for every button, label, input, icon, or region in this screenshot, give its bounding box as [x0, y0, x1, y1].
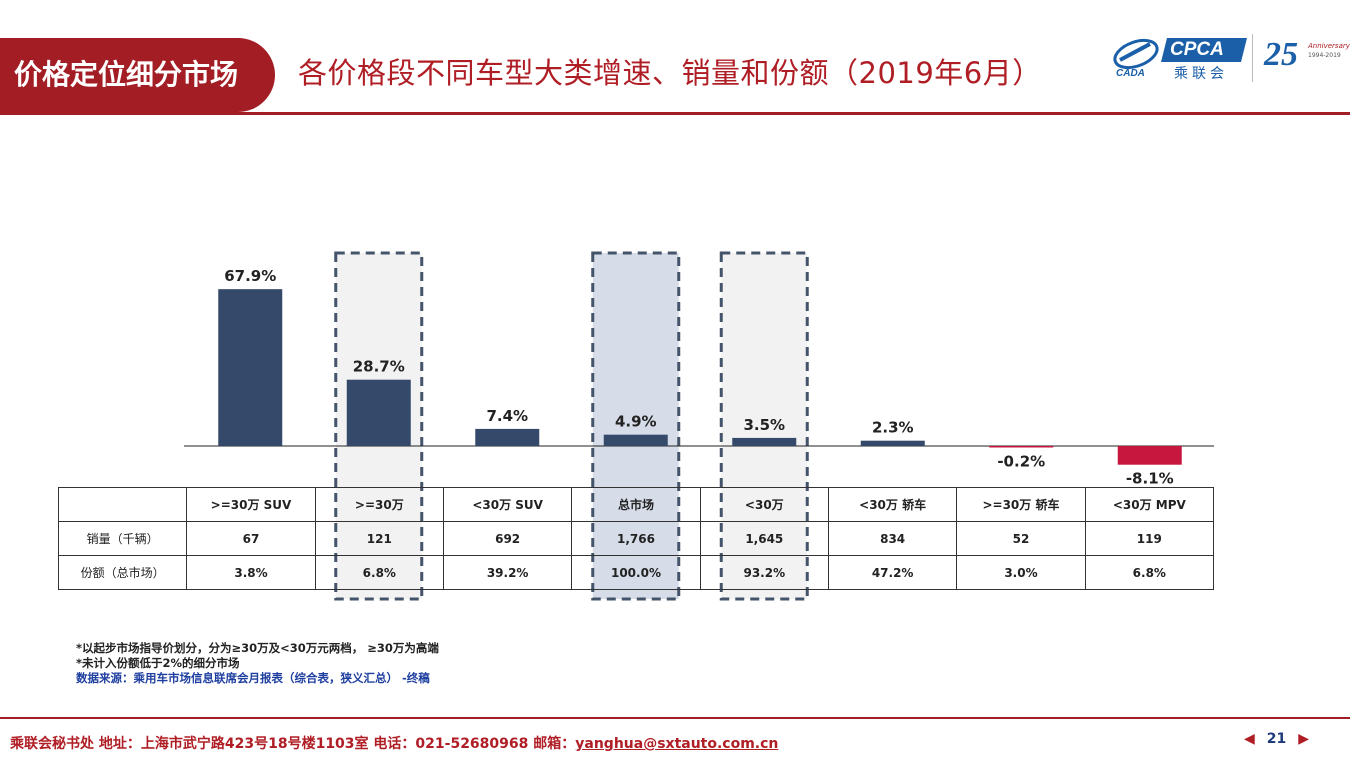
- table-cell: 6.8%: [1084, 555, 1215, 590]
- footer-divider: [0, 717, 1350, 719]
- anniversary-number: 25: [1264, 36, 1298, 73]
- table-cell: 1,766: [571, 521, 701, 556]
- bar: [475, 428, 540, 446]
- bar: [218, 289, 283, 446]
- table-header-row: >=30万 SUV >=30万 <30万 SUV 总市场 <30万 <30万 轿…: [57, 487, 1215, 522]
- data-source: 数据来源：乘用车市场信息联席会月报表（综合表，狭义汇总） -终稿: [76, 671, 430, 685]
- next-page-icon[interactable]: ▶: [1298, 731, 1310, 747]
- cpca-logo-sub: 乘联会: [1174, 66, 1228, 82]
- bar: [989, 446, 1054, 448]
- bar-value-label: -0.2%: [997, 453, 1045, 471]
- header-divider: [0, 112, 1350, 115]
- bar: [1117, 446, 1182, 465]
- table-cell: 1,645: [699, 521, 829, 556]
- table-row-sales: 销量（千辆） 67 121 692 1,766 1,645 834 52 119: [57, 521, 1215, 556]
- footer-contact: 乘联会秘书处 地址：上海市武宁路423号18号楼1103室 电话：021-526…: [10, 733, 778, 753]
- table-header-cell: <30万 轿车: [827, 487, 958, 522]
- footnote-price-split: *以起步市场指导价划分，分为≥30万及<30万元两档， ≥30万为高端: [76, 641, 439, 655]
- table-cell: 692: [442, 521, 573, 556]
- bar-value-label: 67.9%: [224, 267, 276, 285]
- bar-value-label: -8.1%: [1126, 470, 1174, 488]
- bar: [860, 440, 925, 446]
- table-cell: 834: [827, 521, 958, 556]
- table-row-label: 份额（总市场）: [57, 555, 188, 590]
- table-cell: 100.0%: [571, 555, 701, 590]
- table-cell: 3.0%: [956, 555, 1086, 590]
- table-header-cell: <30万: [699, 487, 829, 522]
- page-title: 各价格段不同车型大类增速、销量和份额（2019年6月）: [298, 56, 1042, 90]
- bar-value-label: 2.3%: [872, 419, 914, 437]
- footer-address: 乘联会秘书处 地址：上海市武宁路423号18号楼1103室 电话：021-526…: [10, 736, 576, 752]
- bar-value-label: 7.4%: [486, 407, 528, 425]
- bar: [732, 437, 797, 446]
- table-cell: 121: [314, 521, 444, 556]
- bar: [603, 434, 668, 446]
- bar-value-label: 3.5%: [743, 416, 785, 434]
- table-header-cell: 总市场: [571, 487, 701, 522]
- cada-logo: CADA: [1110, 36, 1162, 80]
- table-cell: 47.2%: [827, 555, 958, 590]
- table-cell: 52: [956, 521, 1086, 556]
- table-row-share: 份额（总市场） 3.8% 6.8% 39.2% 100.0% 93.2% 47.…: [57, 555, 1215, 590]
- table-header-cell: >=30万 轿车: [956, 487, 1086, 522]
- page-number: 21: [1266, 731, 1287, 747]
- data-table: >=30万 SUV >=30万 <30万 SUV 总市场 <30万 <30万 轿…: [57, 487, 1215, 590]
- table-corner-cell: [57, 487, 188, 522]
- footer-email-link[interactable]: yanghua@sxtauto.com.cn: [575, 736, 779, 752]
- bar-value-label: 28.7%: [353, 358, 405, 376]
- table-header-cell: >=30万: [314, 487, 444, 522]
- anniversary-logo: 25 Anniversary 1994-2019: [1262, 36, 1350, 80]
- table-cell: 67: [186, 521, 316, 556]
- cpca-logo: CPCA 乘联会: [1160, 38, 1247, 82]
- table-cell: 3.8%: [186, 555, 316, 590]
- table-row-label: 销量（千辆）: [57, 521, 188, 556]
- prev-page-icon[interactable]: ◀: [1244, 731, 1255, 747]
- section-tag: 价格定位细分市场: [0, 38, 275, 112]
- bar-value-label: 4.9%: [615, 413, 657, 431]
- anniversary-label: Anniversary: [1308, 42, 1350, 50]
- anniversary-years: 1994-2019: [1308, 52, 1341, 59]
- table-cell: 93.2%: [699, 555, 829, 590]
- cpca-logo-text: CPCA: [1170, 39, 1224, 60]
- table-header-cell: <30万 MPV: [1084, 487, 1215, 522]
- table-header-cell: <30万 SUV: [442, 487, 573, 522]
- table-cell: 6.8%: [314, 555, 444, 590]
- table-cell: 39.2%: [442, 555, 573, 590]
- pager: ◀ 21 ▶: [1244, 731, 1309, 747]
- logo-separator: [1252, 34, 1253, 82]
- footnotes: *以起步市场指导价划分，分为≥30万及<30万元两档， ≥30万为高端 *未计入…: [76, 641, 439, 686]
- table-cell: 119: [1084, 521, 1215, 556]
- footnote-share-excluded: *未计入份额低于2%的细分市场: [76, 656, 240, 670]
- table-header-cell: >=30万 SUV: [186, 487, 316, 522]
- cada-logo-text: CADA: [1116, 68, 1145, 79]
- bar: [346, 379, 411, 446]
